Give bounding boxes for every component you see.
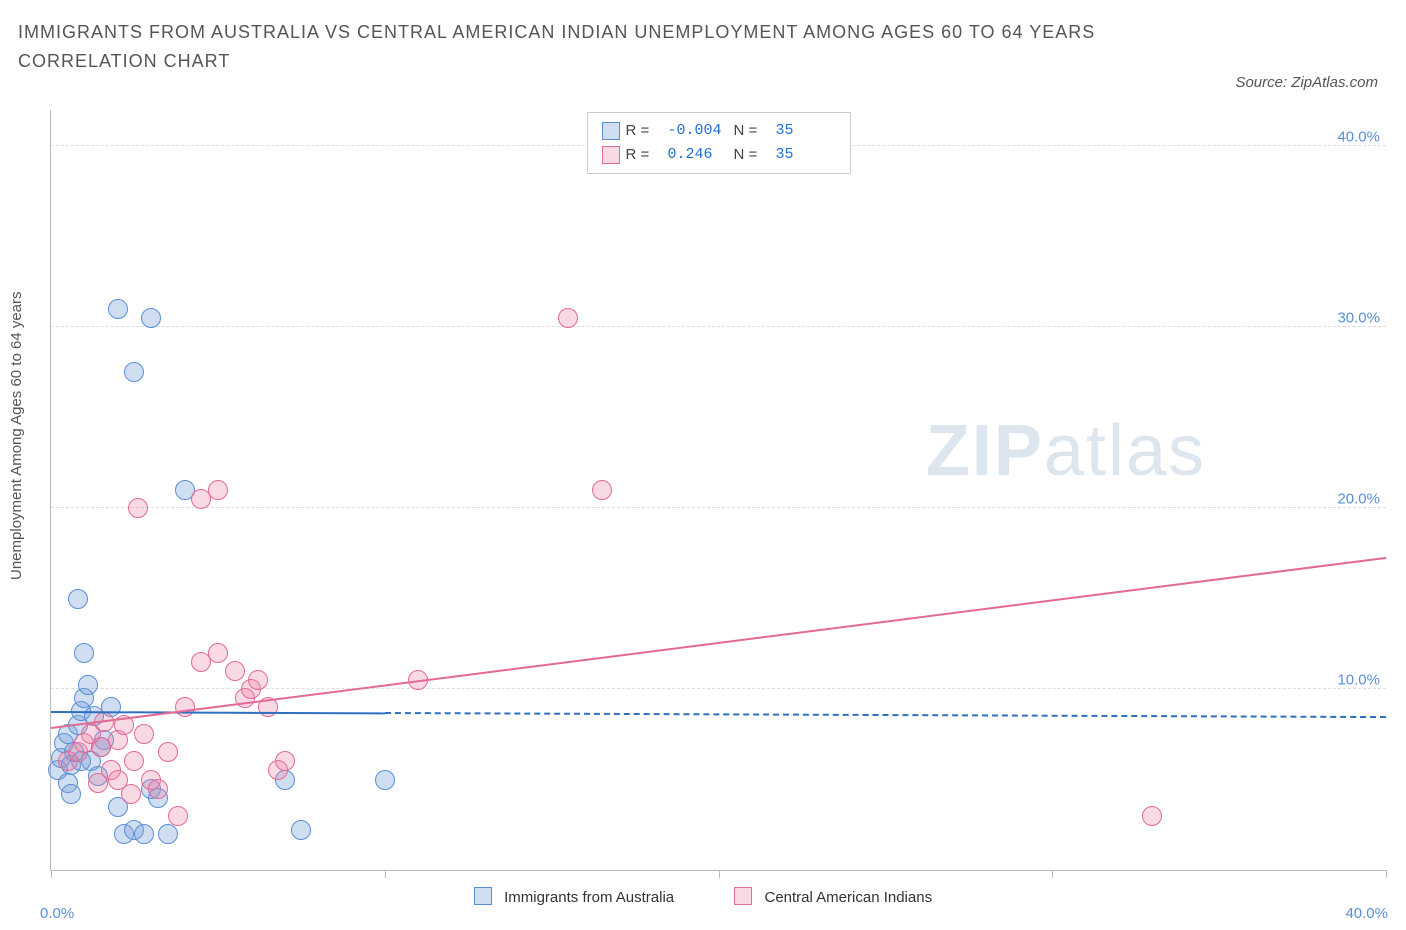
watermark: ZIPatlas (926, 410, 1206, 492)
swatch-cai (602, 146, 620, 164)
n-label: N = (734, 143, 764, 167)
n-label: N = (734, 119, 764, 143)
x-tick (51, 870, 52, 878)
data-point-cai (248, 670, 268, 690)
n-value-cai: 35 (776, 143, 836, 167)
r-label: R = (626, 143, 656, 167)
y-tick-label: 40.0% (1325, 129, 1380, 146)
chart-container: Unemployment Among Ages 60 to 64 years R… (0, 100, 1406, 930)
data-point-australia (291, 820, 311, 840)
data-point-australia (61, 784, 81, 804)
legend-item-australia: Immigrants from Australia (474, 889, 678, 906)
x-tick-zero: 0.0% (40, 905, 74, 922)
chart-title: IMMIGRANTS FROM AUSTRALIA VS CENTRAL AME… (18, 18, 1138, 76)
data-point-cai (225, 661, 245, 681)
r-label: R = (626, 119, 656, 143)
legend-row-cai: R = 0.246 N = 35 (602, 143, 836, 167)
data-point-australia (78, 675, 98, 695)
legend-item-cai: Central American Indians (734, 889, 932, 906)
watermark-bold: ZIP (926, 411, 1044, 491)
data-point-cai (121, 784, 141, 804)
plot-area: R = -0.004 N = 35 R = 0.246 N = 35 ZIPat… (50, 110, 1386, 871)
swatch-australia (602, 122, 620, 140)
source-attribution: Source: ZipAtlas.com (1235, 74, 1378, 91)
data-point-cai (134, 724, 154, 744)
data-point-australia (74, 643, 94, 663)
y-axis-label: Unemployment Among Ages 60 to 64 years (8, 291, 25, 580)
data-point-australia (141, 308, 161, 328)
legend-label-cai: Central American Indians (764, 889, 932, 906)
data-point-cai (592, 480, 612, 500)
data-point-cai (558, 308, 578, 328)
data-point-cai (1142, 806, 1162, 826)
x-tick (1052, 870, 1053, 878)
swatch-cai-bottom (734, 887, 752, 905)
data-point-australia (158, 824, 178, 844)
swatch-australia-bottom (474, 887, 492, 905)
x-tick (719, 870, 720, 878)
data-point-australia (375, 770, 395, 790)
data-point-cai (148, 779, 168, 799)
x-tick-max: 40.0% (1345, 905, 1388, 922)
gridline-h (51, 507, 1386, 508)
trend-line (51, 557, 1386, 729)
series-legend: Immigrants from Australia Central Americ… (0, 887, 1406, 906)
watermark-light: atlas (1044, 411, 1206, 491)
y-tick-label: 30.0% (1325, 310, 1380, 327)
data-point-australia (68, 589, 88, 609)
data-point-cai (275, 751, 295, 771)
data-point-cai (88, 773, 108, 793)
data-point-cai (208, 480, 228, 500)
y-tick-label: 10.0% (1325, 672, 1380, 689)
x-tick (385, 870, 386, 878)
trend-line (385, 712, 1386, 718)
data-point-cai (158, 742, 178, 762)
legend-label-australia: Immigrants from Australia (504, 889, 674, 906)
legend-row-australia: R = -0.004 N = 35 (602, 119, 836, 143)
data-point-cai (168, 806, 188, 826)
data-point-australia (124, 362, 144, 382)
data-point-cai (124, 751, 144, 771)
data-point-australia (134, 824, 154, 844)
data-point-cai (175, 697, 195, 717)
n-value-australia: 35 (776, 119, 836, 143)
data-point-cai (128, 498, 148, 518)
x-tick (1386, 870, 1387, 878)
r-value-australia: -0.004 (668, 119, 728, 143)
data-point-australia (108, 299, 128, 319)
y-tick-label: 20.0% (1325, 491, 1380, 508)
correlation-legend: R = -0.004 N = 35 R = 0.246 N = 35 (587, 112, 851, 174)
r-value-cai: 0.246 (668, 143, 728, 167)
gridline-h (51, 326, 1386, 327)
data-point-cai (208, 643, 228, 663)
